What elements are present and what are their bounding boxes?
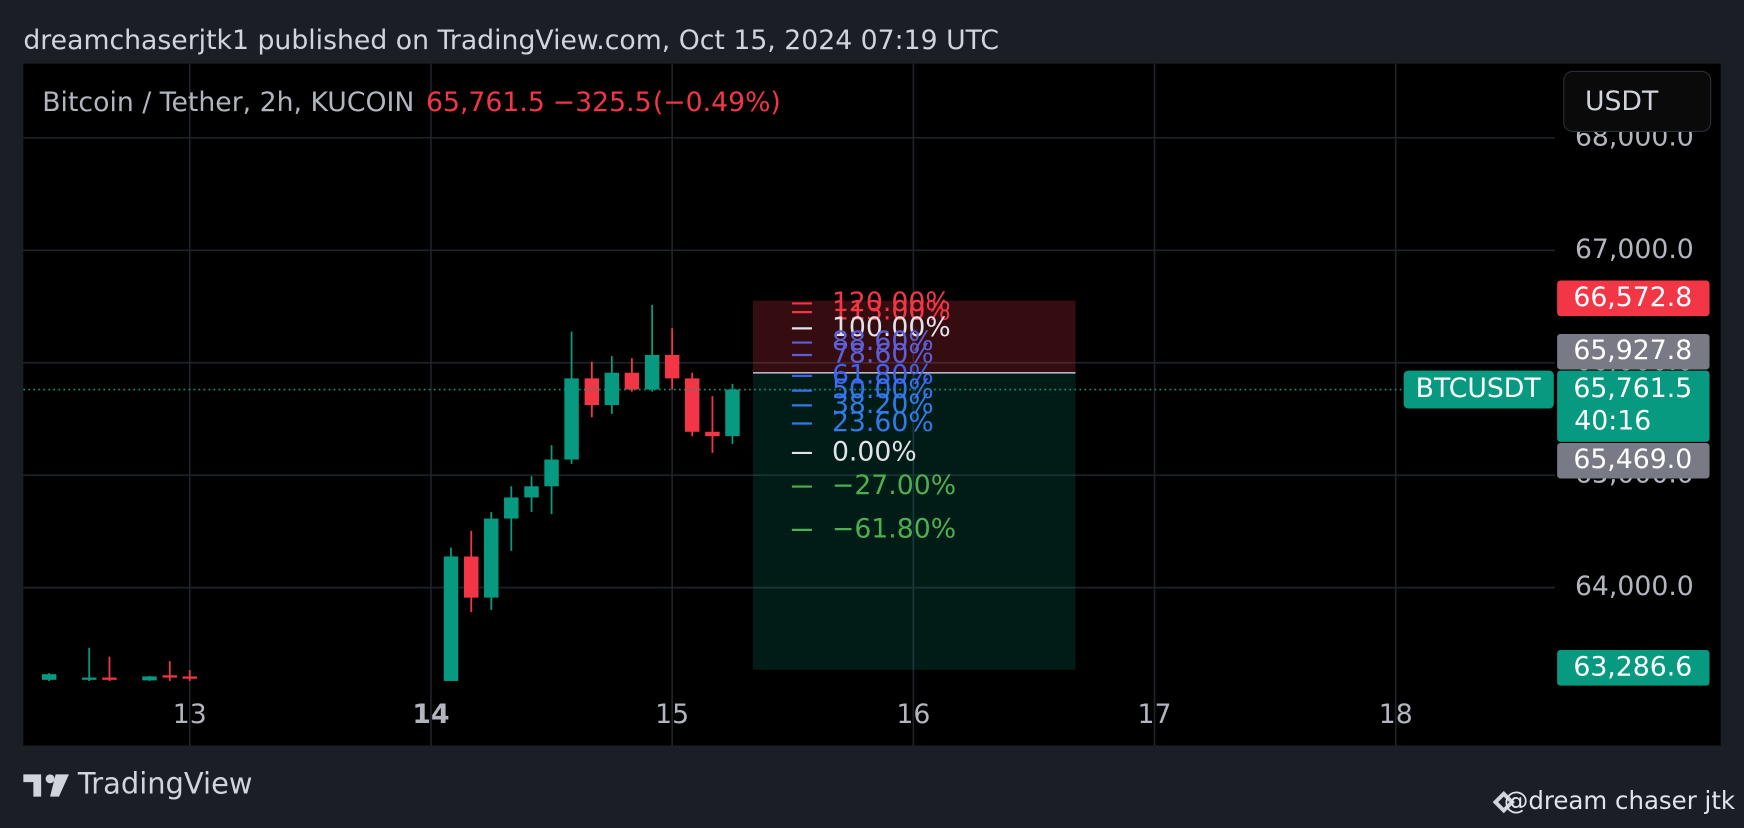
watermark: @dream chaser jtk <box>1504 786 1736 815</box>
overlay: 13141516171864,000.065,000.066,000.067,0… <box>23 121 1710 730</box>
candle-body <box>644 354 660 390</box>
x-tick-label: 16 <box>896 699 930 730</box>
candle-body <box>564 378 579 460</box>
fib-level-label: 38.20% <box>832 389 934 420</box>
x-tick-label: 15 <box>655 699 689 730</box>
current-price-box <box>1557 370 1710 442</box>
publisher: dreamchaserjtk1 published on TradingView… <box>23 25 999 56</box>
x-tick-label: 14 <box>412 699 449 730</box>
logo-part <box>23 774 42 797</box>
candle-body <box>584 378 600 406</box>
symbol-tag-label: BTCUSDT <box>1416 373 1542 404</box>
x-tick-label: 17 <box>1138 699 1172 730</box>
y-tick-label: 64,000.0 <box>1575 571 1694 602</box>
fib-level-label: 23.60% <box>832 407 934 438</box>
legend-price: 65,761.5 <box>426 87 545 118</box>
brand: TradingView <box>77 766 253 800</box>
candle-body <box>41 674 57 680</box>
price-label: 66,572.8 <box>1573 282 1692 313</box>
current-price-label: 65,761.5 <box>1573 373 1692 404</box>
candle-body <box>162 675 177 678</box>
candle-body <box>443 556 459 681</box>
candle-body <box>684 378 700 432</box>
y-tick-label: 67,000.0 <box>1575 234 1694 265</box>
fib-level-label: 61.80% <box>832 359 934 390</box>
candle-body <box>524 486 539 498</box>
candle-body <box>464 556 479 598</box>
candle-body <box>102 677 117 680</box>
x-tick-label: 13 <box>173 699 207 730</box>
price-label: 65,927.8 <box>1573 335 1692 366</box>
fib-level-label: 100.00% <box>832 312 951 343</box>
candle-body <box>725 389 740 437</box>
candle-body <box>182 676 198 679</box>
logo-part <box>50 774 69 797</box>
price-label-box <box>1557 442 1710 479</box>
legend-change: −325.5 <box>553 87 652 118</box>
symbol-tag <box>1403 370 1554 409</box>
legend-change-pct: (−0.49%) <box>653 87 781 118</box>
fib-lower-zone <box>752 372 1076 670</box>
price-label-box <box>1557 333 1710 370</box>
candle-body <box>81 677 97 680</box>
fib-level-label: 50.00% <box>832 374 934 405</box>
fib-level-label: 0.00% <box>832 436 917 467</box>
candle-body <box>604 372 620 406</box>
candle-body <box>142 676 157 681</box>
fib-level-label: 113.00% <box>832 296 951 327</box>
price-label: 63,286.6 <box>1573 651 1692 682</box>
candles <box>41 304 740 681</box>
candle-body <box>484 518 499 598</box>
candle-body <box>624 372 640 390</box>
fib-level-label: 120.00% <box>832 287 951 318</box>
candle-body <box>705 431 720 437</box>
currency-button[interactable] <box>1563 70 1712 133</box>
candle-body <box>664 354 680 379</box>
fib-level-label: 78.60% <box>832 339 934 370</box>
symbol-legend: Bitcoin / Tether, 2h, KUCOIN <box>42 87 414 118</box>
x-tick-label: 18 <box>1379 699 1413 730</box>
tradingview-logo <box>23 774 69 797</box>
price-label-box <box>1557 280 1710 317</box>
fib-level-label: −27.00% <box>832 470 956 501</box>
price-label-box <box>1557 650 1710 686</box>
logo-part <box>45 774 55 784</box>
currency-label[interactable]: USDT <box>1585 86 1659 117</box>
candle-body <box>504 497 519 519</box>
grid <box>23 63 1555 746</box>
countdown: 40:16 <box>1574 405 1651 436</box>
fib-level-label: −61.80% <box>832 513 956 544</box>
fib-level-label: 88.60% <box>832 326 934 357</box>
candle-body <box>544 459 559 487</box>
price-label: 65,469.0 <box>1573 444 1692 475</box>
